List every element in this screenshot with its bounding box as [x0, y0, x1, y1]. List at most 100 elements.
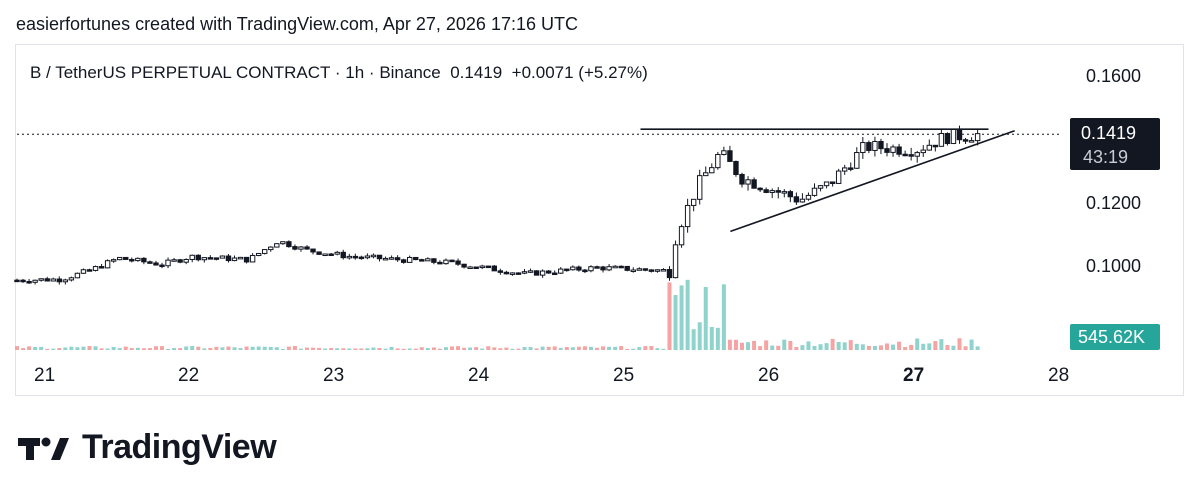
x-tick-label: 25: [613, 365, 635, 386]
legend-exchange: Binance: [379, 63, 441, 82]
candle-body: [872, 140, 878, 151]
candle-body: [672, 244, 679, 279]
y-tick-label: 0.1600: [1086, 66, 1142, 86]
candle-body: [68, 277, 75, 281]
candle-body: [467, 266, 473, 270]
volume-bar: [117, 348, 122, 350]
volume-bar: [456, 346, 461, 350]
candle-body: [697, 175, 703, 200]
volume-bar: [383, 348, 388, 350]
volume-bar: [480, 348, 485, 350]
candle-body: [642, 268, 649, 271]
candle-body: [558, 268, 564, 274]
volume-bar: [613, 346, 618, 350]
last-price-label: 0.1419: [1081, 123, 1137, 143]
volume-bar: [87, 346, 92, 350]
volume-bar: [770, 345, 775, 350]
volume-bar: [709, 326, 714, 350]
volume-bar: [872, 345, 877, 350]
volume-bar: [504, 347, 509, 350]
candle-body: [914, 152, 920, 157]
legend-symbol[interactable]: B / TetherUS PERPETUAL CONTRACT: [30, 63, 331, 82]
volume-bar: [601, 346, 606, 350]
candle-body: [733, 160, 739, 175]
volume-bar: [57, 348, 62, 350]
candle-body: [787, 191, 794, 198]
volume-bar: [963, 346, 968, 350]
candle-body: [322, 253, 328, 257]
last-price-marker: [1070, 118, 1160, 170]
volume-bar: [39, 346, 44, 350]
volume-bar: [516, 348, 521, 350]
volume-bar: [15, 346, 19, 350]
volume-bar: [323, 348, 328, 350]
volume-bar: [256, 346, 261, 350]
candle-body: [618, 265, 624, 269]
candle-body: [304, 246, 310, 250]
candle-body: [177, 259, 183, 263]
volume-bar: [637, 347, 642, 350]
candle-body: [328, 253, 334, 257]
candle-body: [286, 241, 292, 248]
candle-body: [183, 258, 189, 263]
volume-bar: [794, 346, 799, 350]
candle-body: [721, 150, 727, 155]
x-tick-label: 24: [468, 365, 490, 386]
candle-body: [570, 266, 576, 271]
candle-body: [606, 266, 612, 271]
volume-bar: [721, 284, 726, 350]
volume-bar: [160, 346, 164, 350]
candle-body: [310, 248, 316, 253]
volume-bar: [969, 339, 974, 350]
x-tick-label: 21: [34, 365, 56, 386]
volume-bar: [564, 347, 569, 350]
volume-bar: [715, 327, 720, 350]
chart-panel[interactable]: [15, 44, 1184, 396]
candle-body: [80, 269, 87, 274]
candle-body: [26, 280, 32, 284]
candle-body: [400, 259, 407, 263]
volume-bar: [214, 346, 219, 350]
candle-body: [769, 190, 775, 193]
candle-body: [968, 140, 975, 143]
candle-body: [443, 259, 449, 265]
volume-bar: [643, 346, 648, 350]
x-tick-label: 22: [178, 365, 200, 386]
candle-body: [473, 266, 479, 270]
candle-body: [419, 259, 425, 262]
volume-bar: [800, 345, 805, 350]
volume-bar: [196, 346, 201, 350]
candle-body: [835, 170, 842, 184]
candle-body: [709, 167, 715, 174]
candle-body: [249, 254, 256, 263]
candle-body: [805, 194, 812, 200]
candle-body: [207, 257, 214, 260]
volume-bar: [667, 282, 672, 350]
candle-body: [576, 266, 582, 271]
candle-body: [159, 264, 165, 268]
candle-body: [545, 270, 552, 274]
volume-bar: [437, 348, 442, 350]
candle-body: [950, 128, 957, 145]
volume-bar: [311, 347, 316, 350]
volume-bar: [782, 339, 787, 350]
volume-bar: [540, 346, 545, 350]
volume-bar: [401, 348, 406, 350]
volume-bar: [534, 348, 539, 350]
candle-body: [243, 256, 250, 263]
candle-body: [195, 254, 201, 261]
candle-body: [745, 179, 751, 185]
candle-body: [848, 167, 854, 170]
support-trendline: [730, 130, 1015, 233]
tradingview-brand[interactable]: TradingView: [18, 428, 277, 467]
tradingview-logo-icon: [18, 437, 69, 460]
volume-bar: [576, 346, 581, 350]
volume-bar: [570, 347, 575, 350]
volume-bar: [649, 346, 654, 350]
volume-bar: [190, 346, 195, 350]
volume-bar: [679, 285, 684, 350]
volume-bar: [468, 347, 473, 350]
volume-bar: [220, 347, 225, 350]
volume-bar: [703, 287, 708, 350]
